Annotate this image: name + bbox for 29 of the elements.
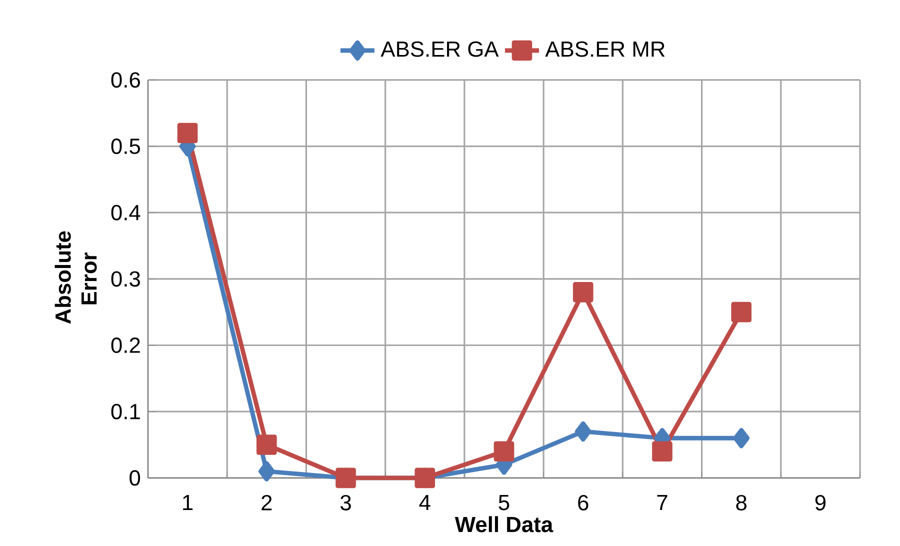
y-tick-label: 0	[130, 470, 140, 486]
x-tick-label: 4	[419, 494, 430, 510]
x-tick-label: 5	[498, 494, 510, 510]
x-tick-label: 9	[815, 494, 826, 510]
y-tick-label: 0.3	[111, 271, 140, 287]
point	[572, 282, 594, 302]
point	[574, 421, 592, 442]
point	[733, 428, 750, 448]
point	[177, 122, 198, 144]
y-tick-label: 0.2	[111, 338, 140, 354]
point	[652, 441, 672, 462]
point	[731, 302, 752, 322]
point	[256, 434, 277, 455]
x-tick-label: 6	[578, 494, 588, 510]
x-axis-title: Well Data	[454, 516, 554, 532]
y-tick-label: 0.1	[111, 404, 140, 420]
legend-label: ABS.ER GA	[380, 41, 499, 57]
y-tick-label: 0.5	[111, 138, 140, 154]
y-axis-title: Absolute Error	[54, 231, 97, 324]
x-tick-label: 3	[340, 494, 351, 510]
x-tick-label: 7	[657, 494, 668, 510]
point	[494, 441, 514, 462]
y-tick-label: 0.4	[111, 204, 140, 220]
legend-label: ABS.ER MR	[545, 41, 665, 57]
x-tick-label: 1	[183, 494, 193, 510]
point	[258, 461, 275, 482]
x-tick-label: 8	[736, 494, 746, 510]
y-tick-label: 0.6	[111, 72, 140, 88]
x-tick-label: 2	[262, 494, 272, 510]
